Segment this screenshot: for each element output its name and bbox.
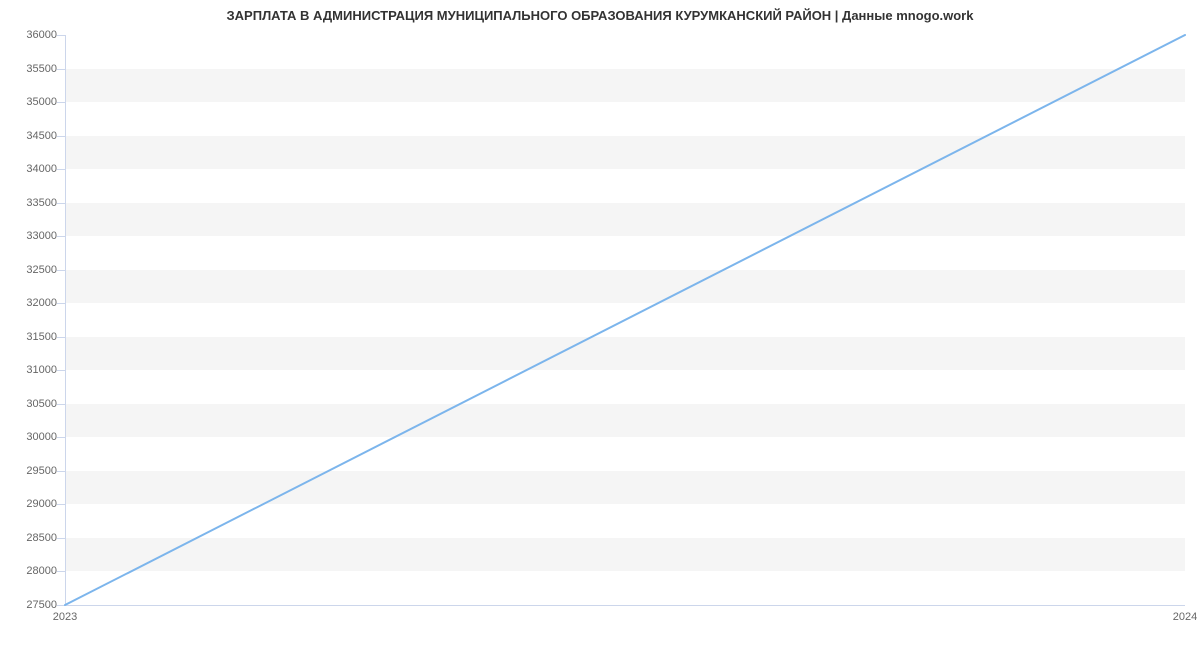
y-tick [57,437,65,438]
y-tick [57,337,65,338]
y-tick-label: 28500 [26,532,57,544]
y-tick [57,203,65,204]
x-axis-line [65,605,1185,606]
y-tick-label: 29500 [26,465,57,477]
y-tick-label: 34000 [26,163,57,175]
y-tick [57,571,65,572]
y-tick [57,69,65,70]
y-tick [57,303,65,304]
y-tick [57,370,65,371]
y-tick-label: 33500 [26,197,57,209]
y-tick-label: 31000 [26,364,57,376]
y-tick-label: 36000 [26,29,57,41]
plot-area: 2750028000285002900029500300003050031000… [65,35,1185,605]
y-tick [57,35,65,36]
chart-title: ЗАРПЛАТА В АДМИНИСТРАЦИЯ МУНИЦИПАЛЬНОГО … [0,8,1200,23]
y-tick-label: 28000 [26,565,57,577]
y-tick [57,169,65,170]
y-tick-label: 31500 [26,331,57,343]
y-tick-label: 29000 [26,498,57,510]
y-tick-label: 35500 [26,63,57,75]
y-tick [57,236,65,237]
y-tick-label: 32000 [26,297,57,309]
y-tick [57,404,65,405]
salary-line-chart: ЗАРПЛАТА В АДМИНИСТРАЦИЯ МУНИЦИПАЛЬНОГО … [0,0,1200,650]
y-tick-label: 32500 [26,264,57,276]
y-tick [57,136,65,137]
x-tick-label: 2023 [53,611,77,623]
y-tick [57,270,65,271]
y-tick-label: 34500 [26,130,57,142]
y-tick-label: 27500 [26,599,57,611]
y-tick-label: 33000 [26,230,57,242]
y-tick [57,102,65,103]
y-tick-label: 35000 [26,96,57,108]
y-tick [57,605,65,606]
line-series-svg [65,35,1185,605]
y-tick-label: 30500 [26,398,57,410]
y-tick-label: 30000 [26,431,57,443]
y-tick [57,538,65,539]
y-tick [57,504,65,505]
x-tick-label: 2024 [1173,611,1197,623]
series-line [65,35,1185,605]
y-tick [57,471,65,472]
